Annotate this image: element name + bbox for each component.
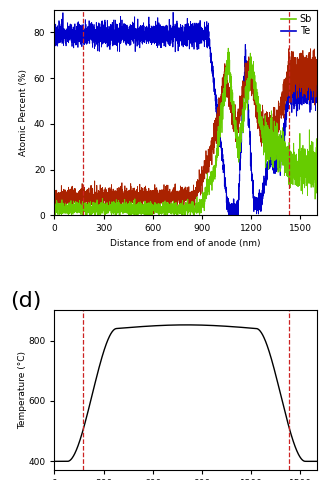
(d) (259, 208, 263, 214)
X-axis label: Distance from end of anode (nm): Distance from end of anode (nm) (110, 239, 261, 248)
Line: (d): (d) (54, 12, 317, 216)
Y-axis label: Temperature (°C): Temperature (°C) (18, 351, 27, 430)
(d) (243, 69, 246, 75)
Y-axis label: Atomic Percent (%): Atomic Percent (%) (19, 69, 28, 156)
(d) (106, 27, 110, 33)
(d) (312, 99, 316, 105)
(d) (52, 33, 56, 38)
(d) (315, 100, 319, 106)
(d) (219, 142, 223, 147)
(d) (275, 151, 279, 156)
(d) (227, 213, 230, 218)
(d) (171, 10, 175, 15)
Text: (d): (d) (10, 291, 41, 311)
Legend: Sb, Te: Sb, Te (281, 14, 312, 36)
